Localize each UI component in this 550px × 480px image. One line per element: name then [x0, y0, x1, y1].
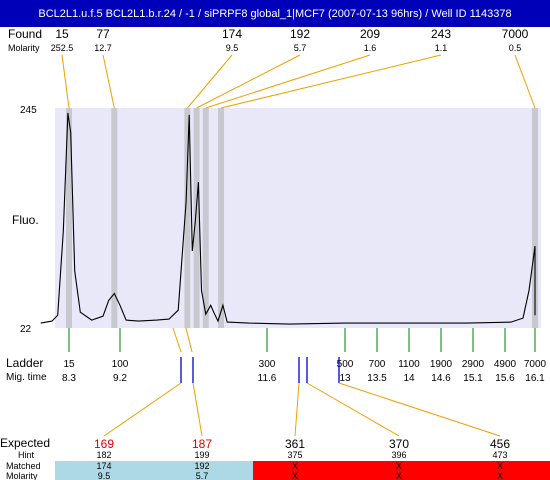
ladder-time-label: 8.3: [62, 373, 76, 384]
found-molarity-label: 1.1: [435, 43, 448, 53]
y-axis-label: Fluo.: [12, 213, 39, 227]
found-molarity-label: 252.5: [51, 43, 74, 53]
matched-fail-bar: [253, 461, 550, 480]
y-tick-max: 245: [20, 105, 37, 116]
matched-molarity-value: X: [292, 471, 298, 480]
found-molarity-label: 5.7: [294, 43, 307, 53]
matched-molarity-value: X: [396, 471, 402, 480]
mig-time-label: Mig. time: [6, 372, 47, 383]
found-size-label: 77: [96, 27, 110, 41]
found-size-label: 7000: [502, 27, 529, 41]
ladder-time-label: 14.6: [431, 373, 451, 384]
hint-value: 375: [287, 450, 302, 460]
matched-molarity-value: X: [497, 471, 503, 480]
expected-connector: [306, 382, 400, 437]
hint-value: 473: [492, 450, 507, 460]
hint-label: Hint: [18, 450, 35, 460]
fluorescence-trace: [40, 112, 536, 325]
matched-value: X: [396, 461, 402, 471]
expected-connector: [192, 382, 203, 437]
matched-molarity-value: 5.7: [196, 471, 209, 480]
ladder-time-label: 11.6: [258, 373, 277, 384]
found-connector: [220, 54, 442, 109]
found-connector: [205, 54, 371, 109]
ladder-time-label: 13: [339, 373, 351, 384]
found-connector: [186, 54, 233, 109]
expected-label: Expected: [0, 436, 50, 450]
ladder-size-label: 1100: [398, 359, 420, 370]
molarity-row-label: Molarity: [6, 471, 38, 480]
ladder-size-label: 2900: [462, 359, 485, 370]
found-label: Found: [8, 27, 42, 41]
hint-value: 396: [391, 450, 406, 460]
found-band: [218, 108, 225, 328]
ladder-size-label: 300: [259, 359, 276, 370]
expected-size: 169: [94, 437, 114, 451]
matched-value: X: [292, 461, 298, 471]
found-molarity-label: 12.7: [94, 43, 112, 53]
matched-label: Matched: [6, 461, 41, 471]
found-size-label: 192: [290, 27, 310, 41]
found-molarity-label: 1.6: [364, 43, 377, 53]
ladder-size-label: 500: [337, 359, 354, 370]
found-size-label: 243: [431, 27, 451, 41]
hint-value: 199: [194, 450, 209, 460]
match-connector: [185, 327, 193, 353]
ladder-size-label: 7000: [524, 359, 547, 370]
found-connector: [61, 54, 70, 109]
found-size-label: 15: [55, 27, 69, 41]
found-connector: [102, 54, 115, 109]
ladder-time-label: 16.1: [525, 373, 545, 384]
ladder-time-label: 15.1: [463, 373, 483, 384]
molarity-label: Molarity: [8, 43, 40, 53]
matched-value: 192: [194, 461, 209, 471]
matched-molarity-value: 9.5: [98, 471, 111, 480]
expected-size: 361: [285, 437, 305, 451]
found-molarity-label: 0.5: [509, 43, 522, 53]
matched-value: 174: [96, 461, 111, 471]
ladder-size-label: 4900: [494, 359, 517, 370]
found-connector: [196, 54, 301, 109]
ladder-time-label: 14: [403, 373, 415, 384]
ladder-label: Ladder: [6, 356, 43, 370]
found-band: [193, 108, 200, 328]
plot-area: [55, 108, 541, 328]
window-title: BCL2L1.u.f.5 BCL2L1.b.r.24 / -1 / siPRPF…: [0, 0, 550, 27]
expected-size: 456: [490, 437, 510, 451]
found-connector: [514, 54, 536, 109]
match-connector: [172, 327, 182, 353]
ladder-size-label: 1900: [430, 359, 453, 370]
found-band: [184, 108, 191, 328]
ladder-time-label: 15.6: [495, 373, 515, 384]
ladder-time-label: 13.5: [367, 373, 387, 384]
expected-connector: [103, 382, 182, 437]
expected-connector: [294, 382, 300, 437]
found-size-label: 174: [222, 27, 242, 41]
found-molarity-label: 9.5: [226, 43, 239, 53]
found-band: [202, 108, 209, 328]
matched-value: X: [497, 461, 503, 471]
expected-size: 187: [192, 437, 212, 451]
found-size-label: 209: [360, 27, 380, 41]
expected-connector: [338, 382, 501, 437]
ladder-size-label: 15: [63, 359, 75, 370]
y-tick-min: 22: [20, 324, 32, 335]
found-band: [532, 108, 538, 328]
ladder-size-label: 700: [369, 359, 386, 370]
found-band: [66, 108, 72, 328]
hint-value: 182: [96, 450, 111, 460]
matched-ok-bar: [55, 461, 253, 480]
ladder-size-label: 100: [112, 359, 129, 370]
ladder-time-label: 9.2: [113, 373, 127, 384]
found-band: [111, 108, 118, 328]
expected-size: 370: [389, 437, 409, 451]
